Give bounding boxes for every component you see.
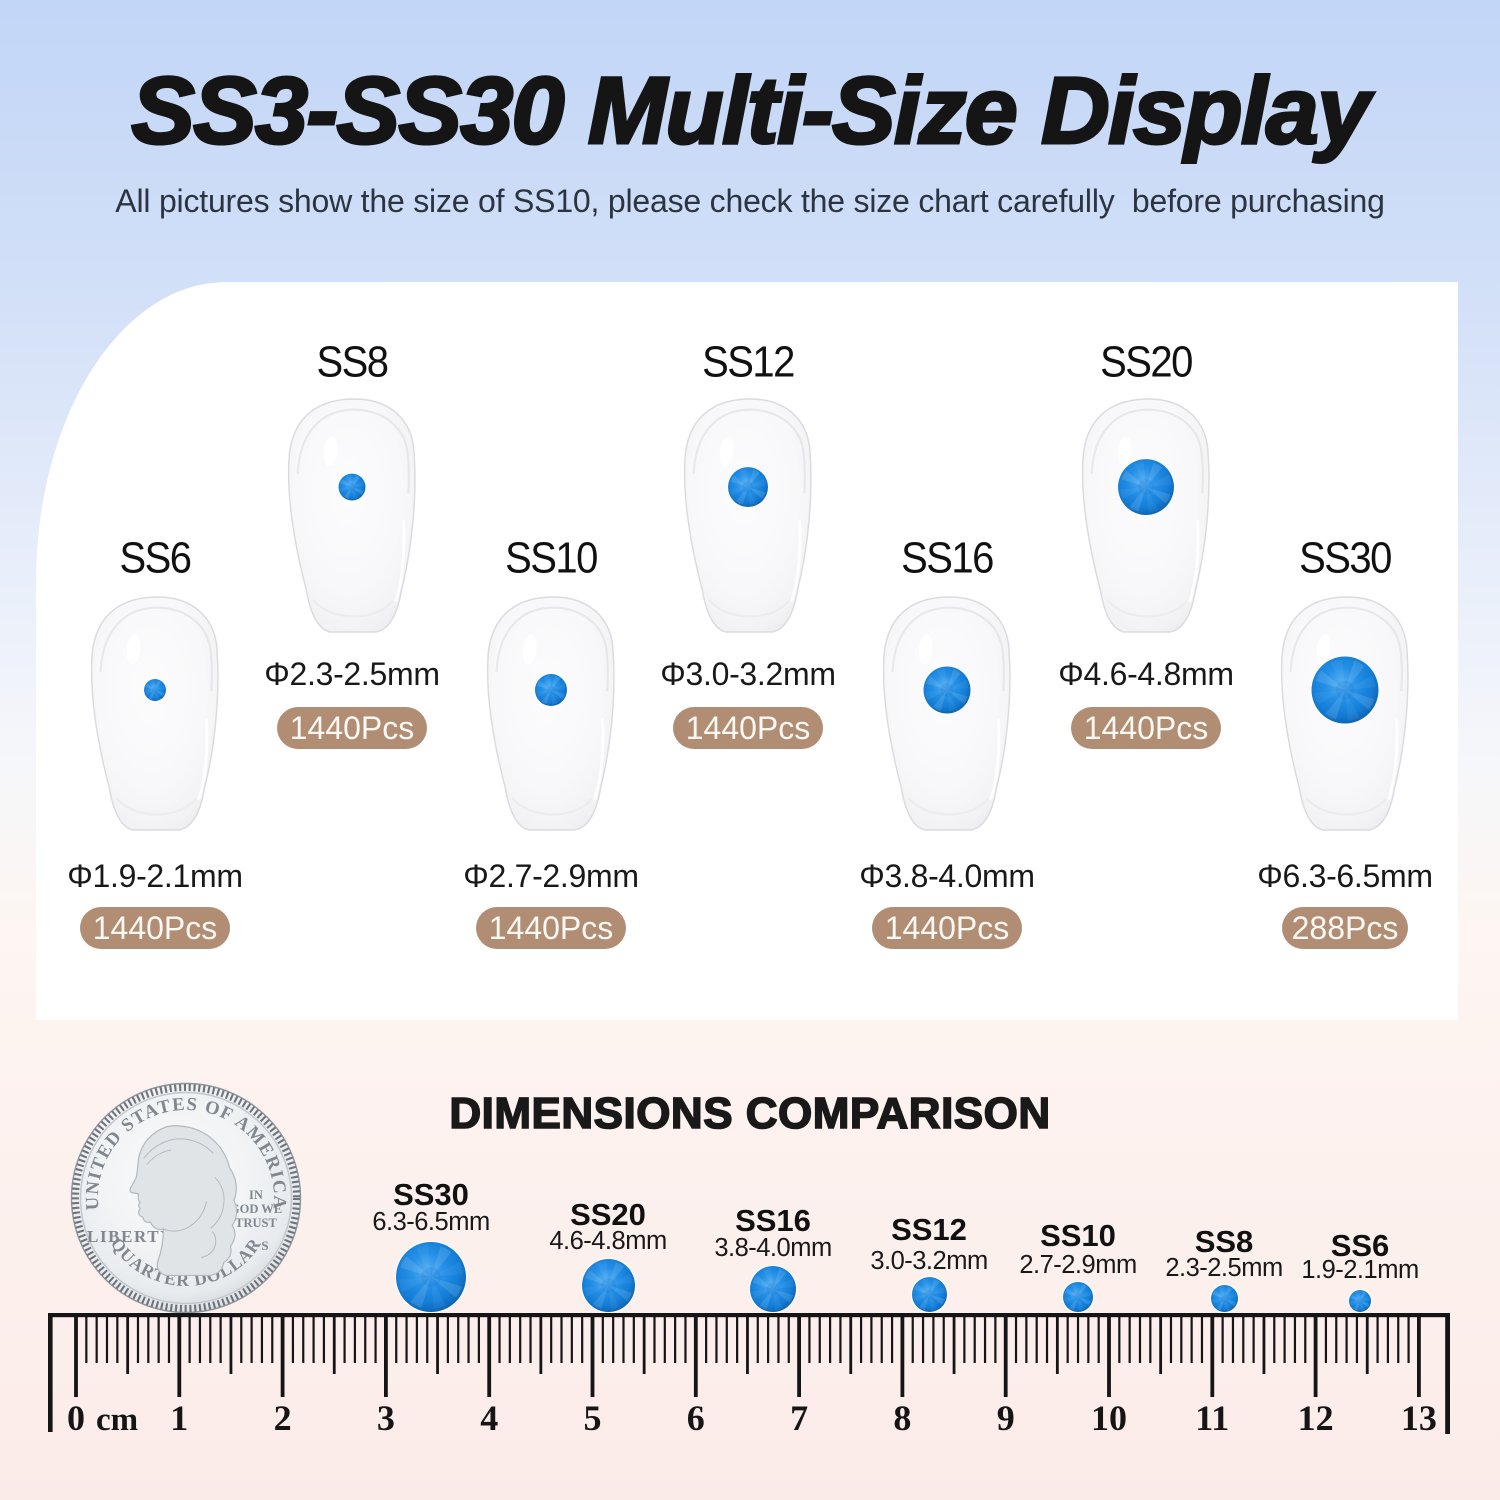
svg-text:GOD WE: GOD WE (230, 1202, 282, 1216)
svg-text:9: 9 (997, 1398, 1015, 1438)
svg-text:TRUST: TRUST (235, 1216, 277, 1230)
svg-text:5: 5 (584, 1398, 602, 1438)
svg-text:13: 13 (1401, 1398, 1437, 1438)
svg-text:2: 2 (274, 1398, 292, 1438)
svg-text:11: 11 (1195, 1398, 1229, 1438)
svg-text:3: 3 (377, 1398, 395, 1438)
svg-text:12: 12 (1298, 1398, 1334, 1438)
svg-text:6: 6 (687, 1398, 705, 1438)
svg-text:LIBERTY: LIBERTY (87, 1227, 174, 1246)
svg-text:IN: IN (249, 1188, 263, 1202)
svg-text:0: 0 (67, 1398, 85, 1438)
svg-text:1: 1 (170, 1398, 188, 1438)
svg-text:7: 7 (790, 1398, 808, 1438)
svg-text:cm: cm (96, 1402, 138, 1438)
svg-text:10: 10 (1091, 1398, 1127, 1438)
svg-text:4: 4 (480, 1398, 498, 1438)
svg-text:S: S (261, 1238, 268, 1253)
svg-text:8: 8 (893, 1398, 911, 1438)
